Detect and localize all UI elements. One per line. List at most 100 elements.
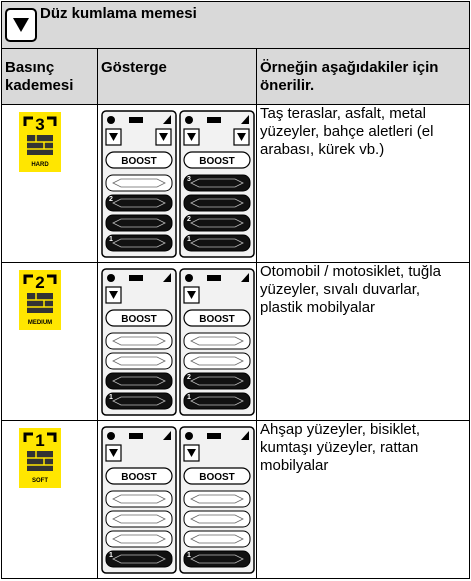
level-bar — [105, 234, 173, 252]
level-bar-inner — [112, 534, 166, 544]
level-bar — [183, 352, 251, 370]
battery-icon — [129, 117, 143, 123]
signal-icon — [163, 115, 171, 124]
boost-label: BOOST — [199, 156, 235, 167]
level-number: 1 — [35, 431, 44, 450]
boost-button — [183, 309, 251, 327]
bluetooth-icon — [107, 116, 115, 124]
battery-icon — [129, 433, 143, 439]
level-bar-inner — [190, 198, 244, 208]
pressure-icon: 1 SOFT — [19, 428, 61, 488]
bar-digit: 1 — [109, 394, 113, 401]
pressure-icon: 2 MEDIUM — [19, 270, 61, 330]
level-bar — [105, 550, 173, 568]
mode-icon-triangle — [237, 133, 246, 141]
bar-digit: 2 — [187, 216, 191, 223]
display: BOOST 1 — [179, 426, 255, 574]
description: Taş teraslar, asfalt, metal yüzeyler, ba… — [260, 105, 434, 158]
nozzle-icon — [5, 8, 37, 42]
bar-digit: 1 — [109, 236, 113, 243]
level-bar-inner — [112, 494, 166, 504]
column-header-cell — [1, 48, 98, 105]
icon-frame — [23, 116, 57, 126]
icon-symbol-lines — [27, 135, 53, 150]
bar-digit: 1 — [187, 394, 191, 401]
table-cell — [256, 420, 470, 579]
icon-frame — [23, 274, 57, 284]
display: BOOST 1 — [101, 268, 177, 416]
level-bar — [183, 490, 251, 508]
boost-button — [183, 467, 251, 485]
level-bar — [105, 490, 173, 508]
bar-digit: 2 — [109, 196, 113, 203]
mode-icon-triangle — [187, 133, 196, 141]
signal-icon — [163, 273, 171, 282]
boost-button — [105, 309, 173, 327]
level-bar-inner — [190, 494, 244, 504]
level-bar — [105, 510, 173, 528]
display: BOOST 1 — [101, 426, 177, 574]
boost-label: BOOST — [121, 156, 157, 167]
level-bar-inner — [190, 336, 244, 346]
level-label: SOFT — [32, 478, 48, 484]
level-bar — [183, 510, 251, 528]
level-number: 2 — [35, 273, 44, 292]
level-bar-inner — [190, 514, 244, 524]
title: Düz kumlama memesi — [40, 5, 197, 22]
level-bar — [183, 174, 251, 192]
level-bar — [105, 332, 173, 350]
bluetooth-icon — [107, 432, 115, 440]
level-bar — [183, 550, 251, 568]
battery-icon — [129, 275, 143, 281]
bar-digit: 1 — [187, 236, 191, 243]
icon-symbol — [27, 293, 53, 313]
column-header: Basınç kademesi — [5, 59, 74, 94]
level-bar — [183, 234, 251, 252]
level-bar-inner — [112, 514, 166, 524]
signal-icon — [241, 431, 249, 440]
title-row — [1, 1, 470, 49]
icon-symbol — [27, 451, 53, 471]
level-bar-inner — [112, 376, 166, 386]
level-bar-inner — [190, 178, 244, 188]
display: BOOST 2 1 — [101, 110, 177, 258]
level-bar-inner — [190, 218, 244, 228]
battery-icon — [207, 117, 221, 123]
boost-button — [105, 467, 173, 485]
level-bar-inner — [112, 396, 166, 406]
bar-digit: 2 — [187, 374, 191, 381]
level-bar-inner — [112, 356, 166, 366]
boost-label: BOOST — [121, 472, 157, 483]
bluetooth-icon — [185, 274, 193, 282]
level-bar — [105, 214, 173, 232]
description: Otomobil / motosiklet, tuğla yüzeyler, s… — [260, 263, 441, 316]
level-bar — [183, 392, 251, 410]
bar-digit: 3 — [187, 176, 191, 183]
level-bar — [105, 530, 173, 548]
level-bar-inner — [112, 554, 166, 564]
level-bar-inner — [190, 396, 244, 406]
level-bar-inner — [112, 198, 166, 208]
boost-button — [183, 151, 251, 169]
level-bar — [183, 194, 251, 212]
bar-digit: 1 — [187, 552, 191, 559]
level-bar — [183, 530, 251, 548]
level-bar — [105, 372, 173, 390]
level-bar-inner — [190, 238, 244, 248]
level-bar — [105, 392, 173, 410]
mode-icon-triangle — [159, 133, 168, 141]
column-header: Gösterge — [101, 59, 167, 76]
level-bar-inner — [190, 534, 244, 544]
icon-symbol-lines — [27, 293, 53, 308]
level-bar-inner — [112, 178, 166, 188]
signal-icon — [241, 273, 249, 282]
mode-icon-triangle — [187, 291, 196, 299]
level-bar-inner — [112, 336, 166, 346]
level-bar-inner — [112, 218, 166, 228]
bluetooth-icon — [185, 432, 193, 440]
boost-button — [105, 151, 173, 169]
boost-label: BOOST — [199, 314, 235, 325]
display: BOOST 3 2 1 — [179, 110, 255, 258]
column-header: Örneğin aşağıdakiler için önerilir. — [260, 59, 439, 94]
